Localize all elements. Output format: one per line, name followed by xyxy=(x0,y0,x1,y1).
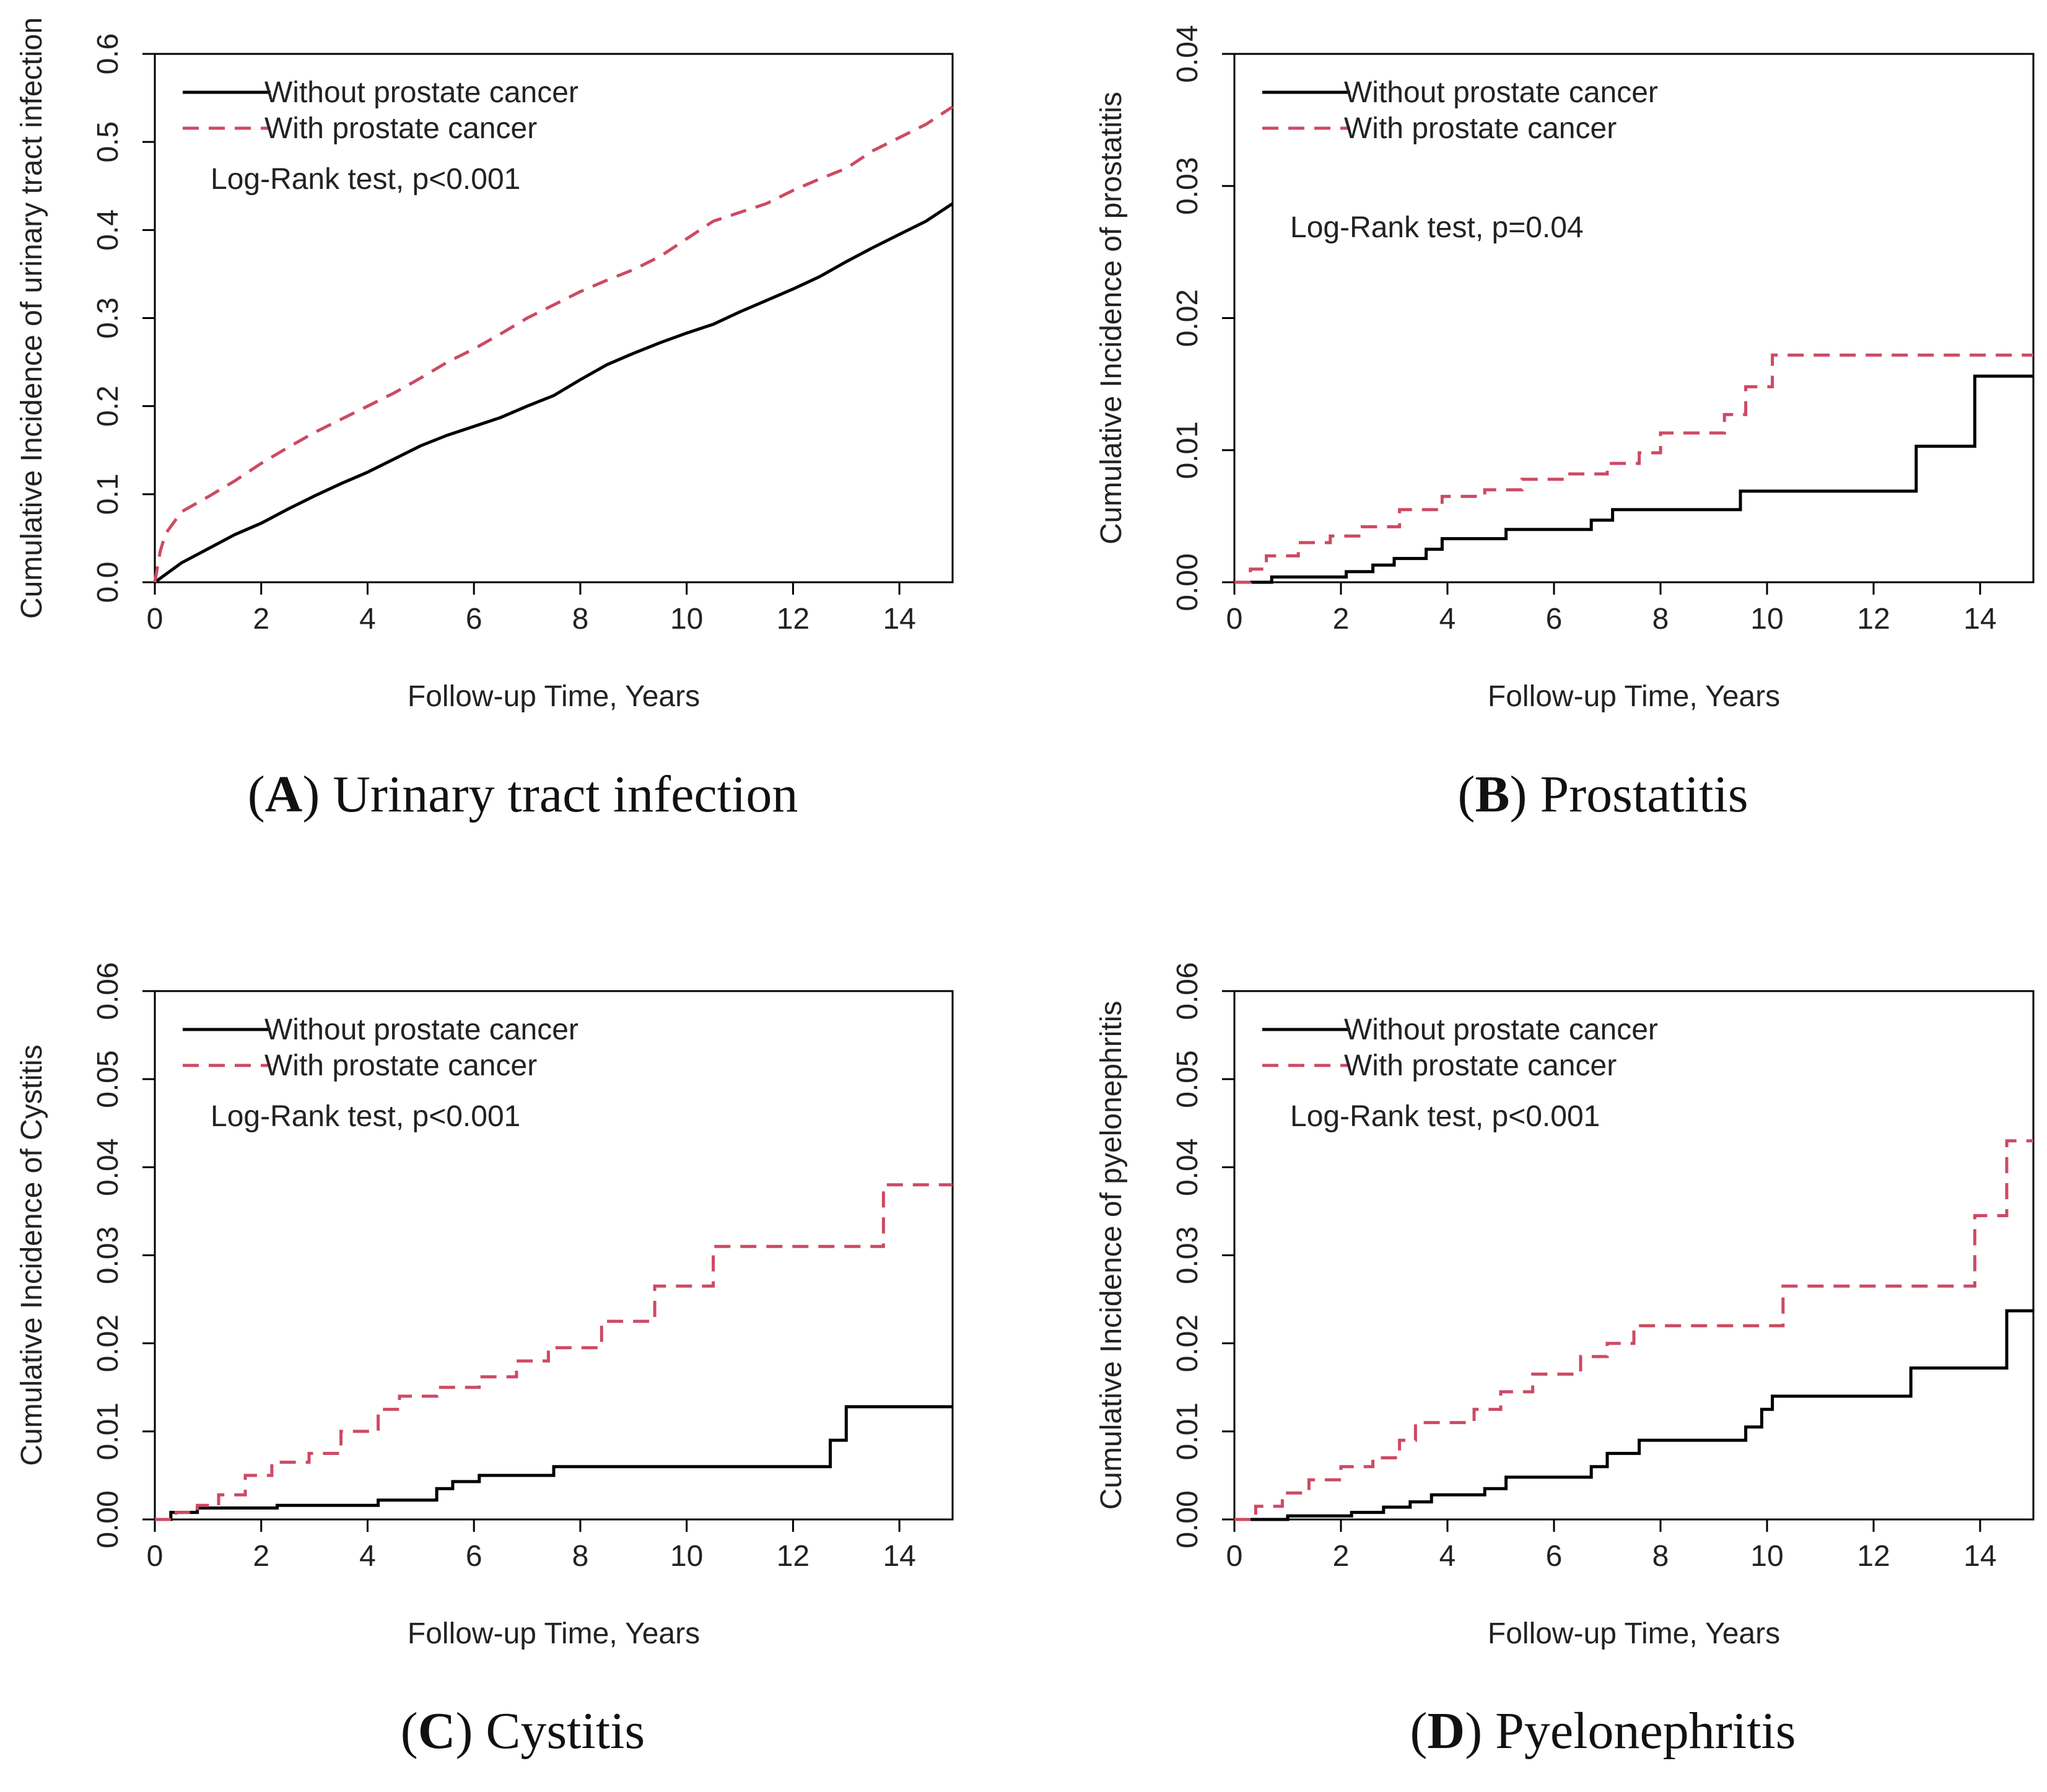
x-tick-label: 12 xyxy=(1857,1540,1890,1573)
x-tick-label: 0 xyxy=(1226,603,1243,636)
series-line-with-cancer xyxy=(1234,1139,2033,1521)
y-tick-label: 0.1 xyxy=(92,473,124,515)
x-tick-label: 10 xyxy=(670,1540,703,1573)
x-tick-label: 6 xyxy=(466,1540,482,1573)
panel-d: 0 2 4 6 8 10 12 14 0.00 0.01 0.02 0.03 0.04 0.05 0.06 F… xyxy=(1095,962,2035,1760)
x-tick-label: 8 xyxy=(1652,603,1669,636)
y-tick-label: 0.3 xyxy=(92,297,124,339)
x-tick-label: 8 xyxy=(1652,1540,1669,1573)
legend-label-with: With prostate cancer xyxy=(264,1049,537,1082)
x-tick-label: 4 xyxy=(359,1540,376,1573)
x-tick-label: 10 xyxy=(670,603,703,636)
panel-caption: (A) Urinary tract infection xyxy=(248,766,798,823)
x-axis-title: Follow-up Time, Years xyxy=(408,1617,700,1650)
x-tick-label: 6 xyxy=(1546,1540,1563,1573)
x-axis-title: Follow-up Time, Years xyxy=(408,680,700,713)
x-tick-label: 12 xyxy=(777,1540,810,1573)
y-tick-label: 0.03 xyxy=(92,1226,124,1284)
panel-c: 0 2 4 6 8 10 12 14 0.00 0.01 0.02 0.03 0.04 0.05 0.06 F… xyxy=(15,962,954,1760)
y-tick-label: 0.00 xyxy=(1171,1490,1204,1548)
series-line-without-cancer xyxy=(155,1405,953,1521)
series-line-without-cancer xyxy=(1234,374,2033,584)
panel-letter: D xyxy=(1428,1702,1465,1760)
x-tick-label: 4 xyxy=(1439,603,1456,636)
series-line-with-cancer xyxy=(153,105,954,583)
x-axis-title: Follow-up Time, Years xyxy=(1488,680,1780,713)
x-tick-label: 6 xyxy=(1546,603,1563,636)
y-tick-label: 0.01 xyxy=(1171,1402,1204,1460)
x-axis-title: Follow-up Time, Years xyxy=(1488,1617,1780,1650)
y-tick-label: 0.04 xyxy=(92,1139,124,1196)
panel-a: 0 2 4 6 8 10 12 14 0.0 0.1 0.2 0.3 0.4 0.5 0.6 Follow-u… xyxy=(15,17,954,823)
legend-label-without: Without prostate cancer xyxy=(1344,76,1658,109)
x-tick-label: 6 xyxy=(466,603,482,636)
y-tick-label: 0.5 xyxy=(92,121,124,163)
x-tick-label: 8 xyxy=(572,1540,589,1573)
x-tick-label: 8 xyxy=(572,603,589,636)
x-tick-label: 14 xyxy=(1963,1540,1996,1573)
log-rank-annotation: Log-Rank test, p<0.001 xyxy=(211,1100,520,1133)
log-rank-annotation: Log-Rank test, p=0.04 xyxy=(1290,211,1584,244)
legend-label-without: Without prostate cancer xyxy=(264,1013,578,1046)
y-tick-label: 0.03 xyxy=(1171,1226,1204,1284)
legend-label-with: With prostate cancer xyxy=(1344,1049,1617,1082)
panel-caption: (D) Pyelonephritis xyxy=(1410,1702,1796,1760)
y-tick-label: 0.02 xyxy=(1171,289,1204,347)
y-tick-label: 0.00 xyxy=(92,1490,124,1548)
x-tick-label: 12 xyxy=(1857,603,1890,636)
series-line-with-cancer xyxy=(1234,353,2033,584)
x-tick-label: 0 xyxy=(1226,1540,1243,1573)
legend-label-with: With prostate cancer xyxy=(1344,112,1617,145)
legend-label-with: With prostate cancer xyxy=(264,112,537,145)
panel-b: 0 2 4 6 8 10 12 14 0.00 0.01 0.02 0.03 0.04 Follow-up… xyxy=(1095,25,2035,823)
panel-caption: (B) Prostatitis xyxy=(1457,766,1748,823)
y-tick-label: 0.6 xyxy=(92,33,124,75)
x-tick-label: 10 xyxy=(1750,603,1783,636)
panel-letter: A xyxy=(265,766,303,823)
log-rank-annotation: Log-Rank test, p<0.001 xyxy=(1290,1100,1600,1133)
x-tick-label: 2 xyxy=(253,1540,269,1573)
x-tick-label: 4 xyxy=(359,603,376,636)
x-tick-label: 10 xyxy=(1750,1540,1783,1573)
x-tick-label: 14 xyxy=(883,1540,915,1573)
y-tick-label: 0.04 xyxy=(1171,1139,1204,1196)
y-tick-label: 0.01 xyxy=(1171,421,1204,479)
y-tick-label: 0.4 xyxy=(92,209,124,251)
y-axis-title: Cumulative Incidence of urinary tract in… xyxy=(15,17,48,619)
x-tick-label: 4 xyxy=(1439,1540,1456,1573)
x-tick-label: 14 xyxy=(883,603,915,636)
y-tick-label: 0.0 xyxy=(92,562,124,603)
series-line-without-cancer xyxy=(154,202,954,584)
y-tick-label: 0.05 xyxy=(92,1050,124,1108)
y-tick-label: 0.01 xyxy=(92,1402,124,1460)
x-tick-label: 0 xyxy=(147,1540,164,1573)
x-tick-label: 12 xyxy=(777,603,810,636)
x-tick-label: 0 xyxy=(147,603,164,636)
y-tick-label: 0.04 xyxy=(1171,25,1204,82)
x-tick-label: 2 xyxy=(253,603,269,636)
y-tick-label: 0.02 xyxy=(1171,1314,1204,1372)
series-line-without-cancer xyxy=(1234,1309,2033,1521)
y-tick-label: 0.05 xyxy=(1171,1050,1204,1108)
y-axis-title: Cumulative Incidence of Cystitis xyxy=(15,1044,48,1466)
y-tick-label: 0.06 xyxy=(92,962,124,1020)
y-tick-label: 0.00 xyxy=(1171,553,1204,611)
panel-caption: (C) Cystitis xyxy=(401,1702,645,1760)
x-tick-label: 2 xyxy=(1333,603,1350,636)
x-tick-label: 14 xyxy=(1963,603,1996,636)
panel-letter: C xyxy=(418,1702,456,1760)
panel-letter: B xyxy=(1475,766,1509,823)
y-tick-label: 0.02 xyxy=(92,1314,124,1372)
y-axis-title: Cumulative Incidence of prostatitis xyxy=(1095,92,1128,544)
x-tick-label: 2 xyxy=(1333,1540,1350,1573)
y-tick-label: 0.03 xyxy=(1171,157,1204,215)
log-rank-annotation: Log-Rank test, p<0.001 xyxy=(211,163,520,196)
y-tick-label: 0.06 xyxy=(1171,962,1204,1020)
y-tick-label: 0.2 xyxy=(92,385,124,427)
legend-label-without: Without prostate cancer xyxy=(264,76,578,109)
legend-label-without: Without prostate cancer xyxy=(1344,1013,1658,1046)
series-line-with-cancer xyxy=(155,1183,953,1521)
y-axis-title: Cumulative Incidence of pyelonephritis xyxy=(1095,1001,1128,1510)
